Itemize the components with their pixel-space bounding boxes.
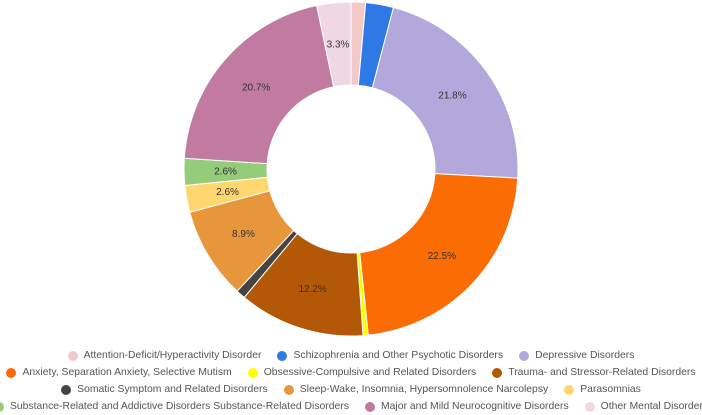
legend-row-1: Anxiety, Separation Anxiety, Selective M… — [0, 364, 702, 381]
legend-swatch-2 — [519, 350, 530, 361]
legend-item-1[interactable]: Schizophrenia and Other Psychotic Disord… — [277, 350, 503, 361]
legend-swatch-3 — [6, 367, 17, 378]
data-label-8: 2.6% — [216, 187, 239, 198]
legend-item-8[interactable]: Parasomnias — [564, 384, 641, 395]
legend-swatch-5 — [492, 367, 503, 378]
donut-slices — [183, 1, 519, 337]
legend-label-5: Trauma- and Stressor-Related Disorders — [508, 367, 696, 378]
legend-swatch-8 — [564, 384, 575, 395]
slice-10[interactable] — [183, 4, 335, 165]
legend-item-3[interactable]: Anxiety, Separation Anxiety, Selective M… — [6, 367, 232, 378]
data-label-11: 3.3% — [327, 40, 350, 51]
legend-item-0[interactable]: Attention-Deficit/Hyperactivity Disorder — [67, 350, 262, 361]
slice-2[interactable] — [371, 6, 519, 179]
legend-row-2: Somatic Symptom and Related Disorders Sle… — [0, 381, 702, 398]
data-label-10: 20.7% — [242, 82, 270, 93]
legend-label-2: Depressive Disorders — [535, 350, 635, 361]
legend-label-6: Somatic Symptom and Related Disorders — [77, 384, 268, 395]
legend-label-3: Anxiety, Separation Anxiety, Selective M… — [22, 367, 232, 378]
data-label-2: 21.8% — [438, 91, 466, 102]
slice-3[interactable] — [359, 173, 519, 336]
legend-swatch-0 — [67, 350, 78, 361]
data-label-3: 22.5% — [428, 251, 456, 262]
legend-swatch-7 — [283, 384, 294, 395]
legend-item-4[interactable]: Obsessive-Compulsive and Related Disorde… — [247, 367, 477, 378]
data-label-5: 12.2% — [298, 284, 326, 295]
slice-11[interactable] — [316, 1, 352, 88]
legend-item-7[interactable]: Sleep-Wake, Insomnia, Hypersomnolence Na… — [283, 384, 549, 395]
legend-swatch-1 — [277, 350, 288, 361]
legend-label-7: Sleep-Wake, Insomnia, Hypersomnolence Na… — [299, 384, 549, 395]
legend-swatch-4 — [247, 367, 258, 378]
data-labels: 21.8% 22.5% 12.2% 8.9% 2.6% 2.6% 20.7% 3.3% — [214, 40, 467, 295]
legend-label-0: Attention-Deficit/Hyperactivity Disorder — [83, 350, 262, 361]
legend-label-4: Obsessive-Compulsive and Related Disorde… — [263, 367, 477, 378]
legend-label-1: Schizophrenia and Other Psychotic Disord… — [293, 350, 504, 361]
donut-chart: 21.8% 22.5% 12.2% 8.9% 2.6% 2.6% 20.7% 3.3% — [183, 1, 519, 337]
chart-legend: Attention-Deficit/Hyperactivity Disorder… — [0, 347, 702, 415]
legend-swatch-6 — [61, 384, 72, 395]
legend-label-8: Parasomnias — [580, 384, 641, 395]
legend-item-2[interactable]: Depressive Disorders — [519, 350, 634, 361]
data-label-9: 2.6% — [214, 167, 237, 178]
legend-item-6[interactable]: Somatic Symptom and Related Disorders — [61, 384, 268, 395]
legend-row-0: Attention-Deficit/Hyperactivity Disorder… — [0, 347, 702, 364]
legend-item-5[interactable]: Trauma- and Stressor-Related Disorders — [492, 367, 696, 378]
data-label-7: 8.9% — [232, 229, 255, 240]
